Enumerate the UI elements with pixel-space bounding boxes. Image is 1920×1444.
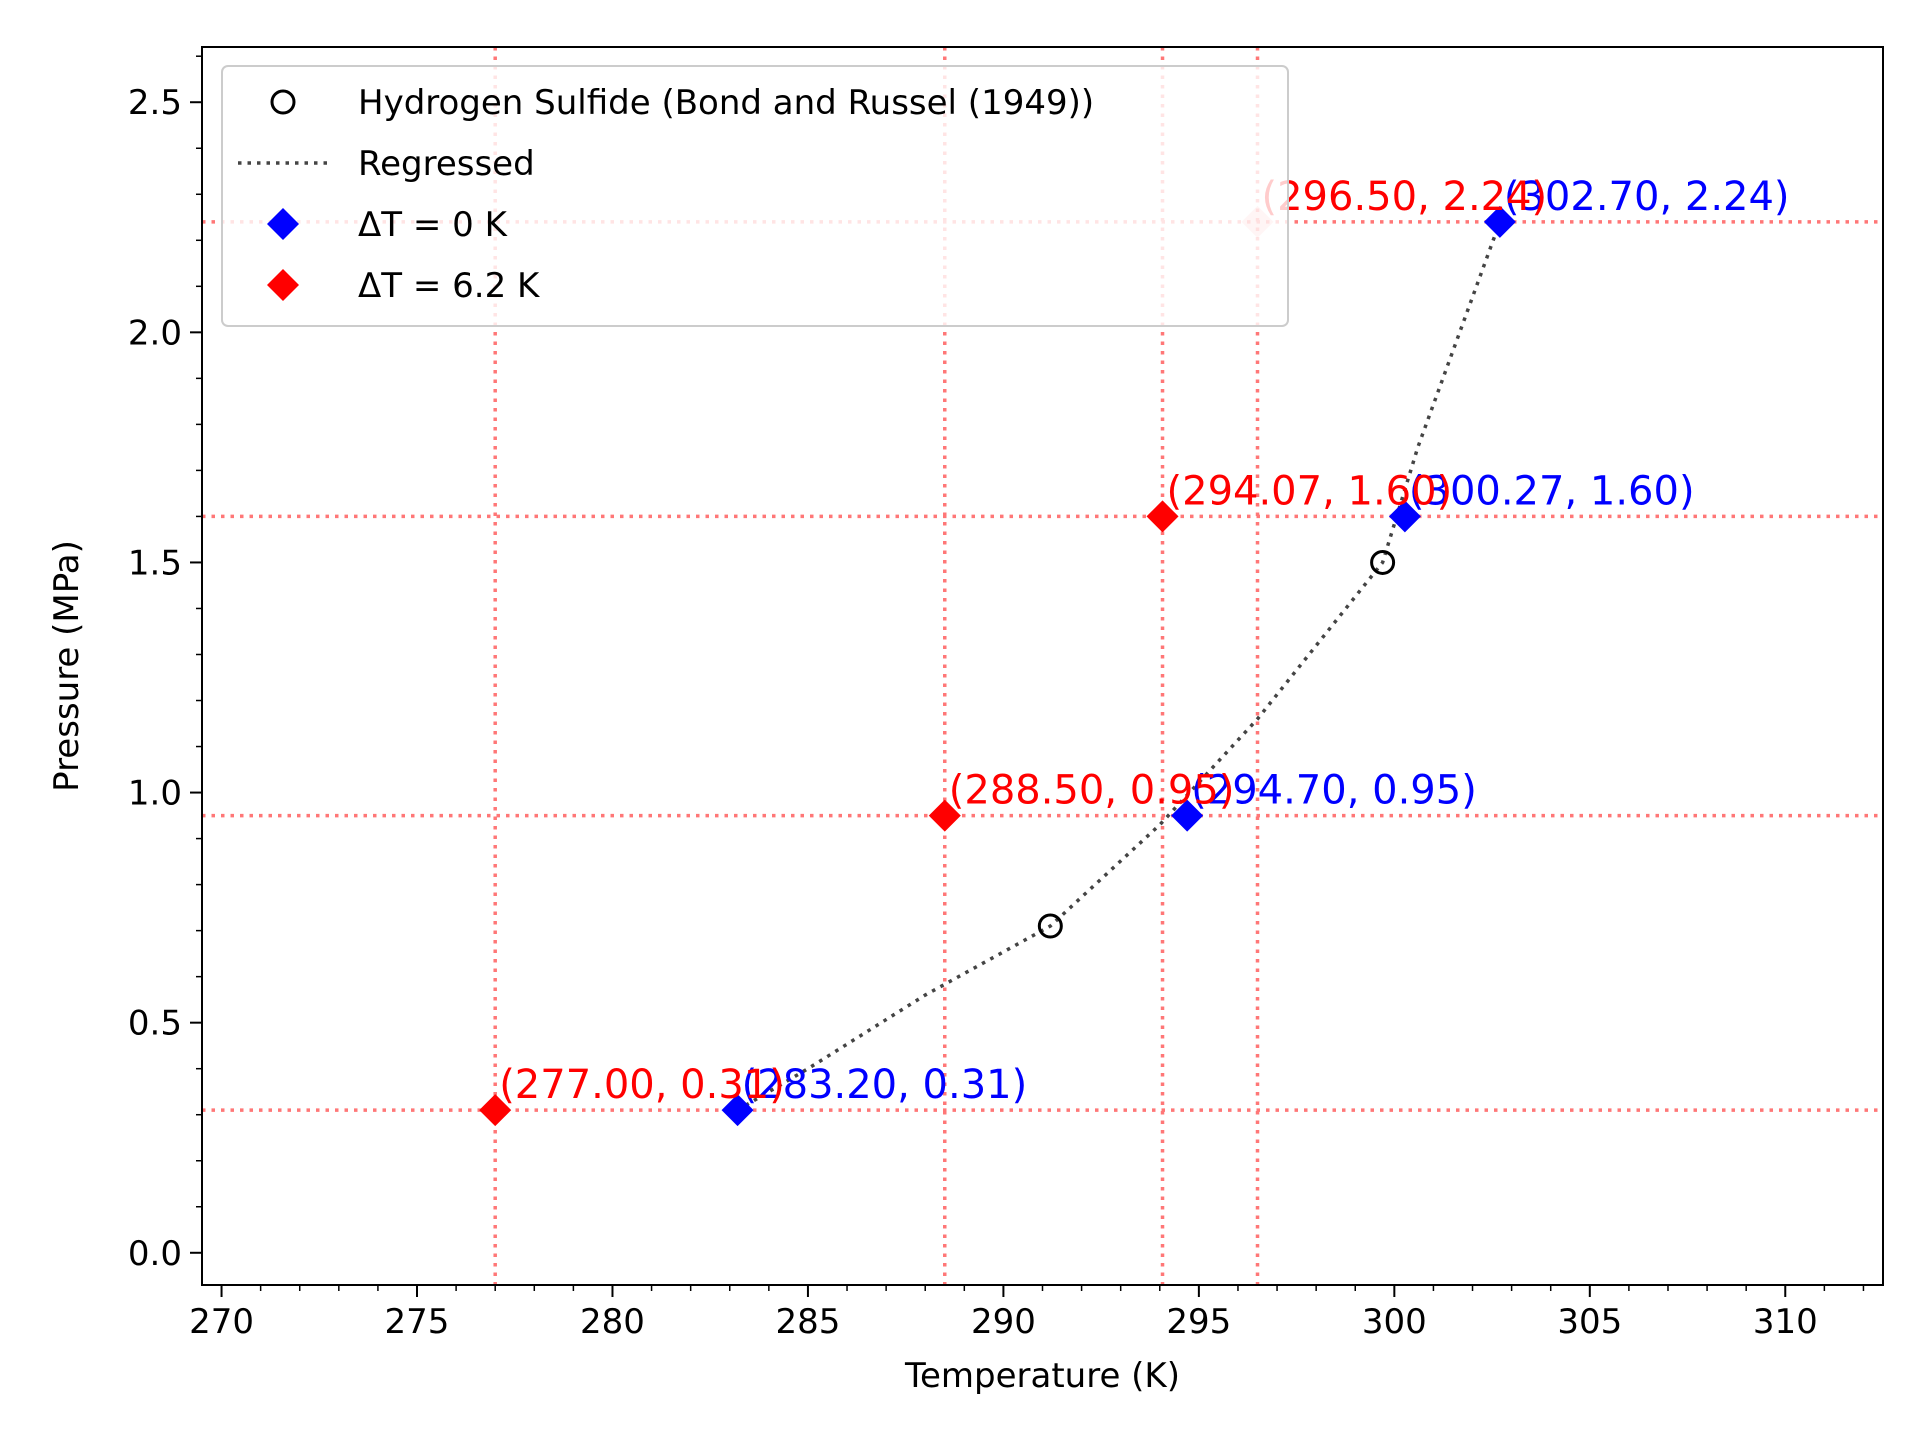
point-label-dt62: (296.50, 2.24): [1262, 174, 1548, 220]
axes-layer: 270 275 280 285 290 295 300 305 310 0.0 0.5 1.0 1.5 2…: [128, 46, 1884, 1342]
point-label-dt62: (277.00, 0.31): [499, 1062, 785, 1108]
x-tick-label: 305: [1557, 1302, 1622, 1342]
point-label-dt0: (294.70, 0.95): [1191, 768, 1477, 814]
point-label-dt0: (302.70, 2.24): [1504, 174, 1790, 220]
y-tick-label: 1.0: [128, 774, 182, 814]
point-label-dt0: (283.20, 0.31): [742, 1062, 1028, 1108]
y-tick-label: 2.5: [128, 83, 182, 123]
x-tick-label: 270: [189, 1302, 254, 1342]
point-dt0: [721, 1094, 754, 1127]
legend-label: ΔT = 0 K: [358, 205, 509, 245]
x-tick-label: 310: [1753, 1302, 1818, 1342]
x-tick-label: 295: [1166, 1302, 1231, 1342]
observed-point: [1037, 913, 1063, 939]
x-tick-label: 285: [775, 1302, 840, 1342]
point-dt0: [1171, 799, 1204, 832]
point-dt62: [928, 799, 961, 832]
point-label-dt62: (294.07, 1.60): [1167, 468, 1453, 514]
point-dt0: [1388, 500, 1421, 533]
y-tick-label: 0.5: [128, 1004, 182, 1044]
point-label-dt62: (288.50, 0.95): [949, 768, 1235, 814]
point-label-dt0: (300.27, 1.60): [1409, 468, 1695, 514]
legend-marker-dt62: [267, 269, 299, 301]
legend-label: ΔT = 6.2 K: [358, 266, 541, 306]
regressed-line: [736, 221, 1502, 1112]
point-dt62: [1146, 500, 1179, 533]
x-tick-label: 290: [971, 1302, 1036, 1342]
reference-lines-layer: [202, 47, 1883, 1285]
y-tick-label: 2.0: [128, 313, 182, 353]
x-axis-label: Temperature (K): [904, 1356, 1180, 1396]
observed-point: [1370, 549, 1396, 575]
y-tick-label: 0.0: [128, 1234, 182, 1274]
legend-label: Regressed: [358, 144, 535, 184]
legend-label: Hydrogen Sulfide (Bond and Russel (1949)…: [358, 83, 1094, 123]
regressed-line-layer: [736, 221, 1502, 1112]
point-labels-layer: (283.20, 0.31) (294.70, 0.95) (300.27, 1.6…: [499, 174, 1789, 1108]
legend-marker-observed: [270, 89, 296, 115]
y-axis-label: Pressure (MPa): [47, 540, 87, 792]
legend-box: [221, 65, 1289, 327]
points-layer: [479, 205, 1516, 1127]
x-tick-label: 275: [385, 1302, 450, 1342]
legend: Hydrogen Sulfide (Bond and Russel (1949)…: [221, 65, 1289, 327]
point-dt0: [1483, 205, 1516, 238]
x-tick-label: 280: [580, 1302, 645, 1342]
x-tick-label: 300: [1362, 1302, 1427, 1342]
y-tick-label: 1.5: [128, 543, 182, 583]
legend-marker-dt0: [267, 208, 299, 240]
point-dt62: [479, 1094, 512, 1127]
